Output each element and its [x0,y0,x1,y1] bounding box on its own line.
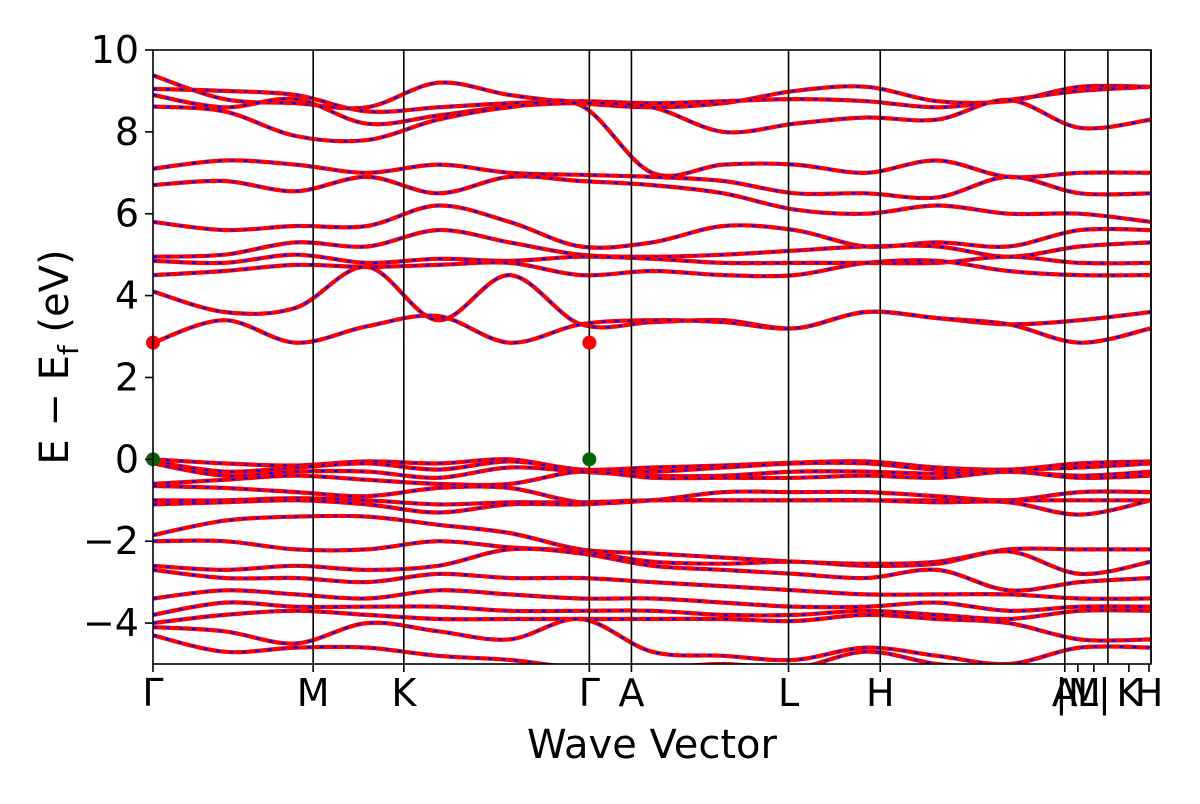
kpoint-label-2: K [391,671,417,715]
band-8-red-line [153,252,1151,266]
band-24-red-line [153,600,1151,622]
kpoint-label-3: Γ [579,671,600,715]
kpoint-label-7: A [1052,671,1078,715]
x-axis-label: Wave Vector [527,722,778,768]
band-11-blue-line [153,310,1151,344]
plot-frame [152,49,1152,665]
y-tick-label-3: 2 [115,355,139,399]
band-2-red-line [153,92,1151,135]
band-21-red-line [153,546,1151,593]
band-edge-marker-1 [582,335,597,350]
band-3-blue-line [153,99,1151,179]
band-20-red-line [153,538,1151,577]
band-22-red-line [153,567,1151,601]
y-tick-label-0: −4 [83,601,139,645]
y-axis-label-subscript: f [52,344,85,355]
y-tick-label-4: 4 [115,274,139,318]
kpoint-label-1: M [297,671,330,715]
band-26-red-line [153,616,1151,664]
y-tick-label-6: 8 [115,110,139,154]
bands-layer [153,73,1151,664]
band-19-blue-line [153,514,1151,565]
band-23-red-line [153,588,1151,613]
band-18-blue-line [153,498,1151,516]
band-27-red-line [153,633,961,664]
y-axis-ticks: −4 −2 0 2 4 6 8 10 [83,28,153,645]
y-tick-label-1: −2 [83,519,139,563]
kpoint-label-5: L [778,671,799,715]
band-11-red-line [153,309,1151,345]
kpoint-label-10: K [1116,671,1142,715]
band-18-red-line [153,497,1151,517]
kpoint-label-6: H [866,671,895,715]
y-tick-label-7: 10 [91,28,139,72]
x-axis-ticks: Γ M K Γ A L H A|ML| KH [142,664,1163,716]
kpoint-label-9: L| [1077,671,1111,716]
y-axis-label-prefix: E − E [32,355,78,465]
band-19-red-line [153,513,1151,566]
y-axis-label: E − Ef (eV) [32,249,85,464]
band-15-red-line [153,469,1151,488]
band-9-red-line [153,258,1151,279]
band-25-red-line [153,608,1151,643]
kpoint-label-11: H [1135,671,1164,715]
y-tick-label-5: 6 [115,192,139,236]
band-25-blue-line [153,609,1151,642]
band-5-blue-line [153,175,1151,223]
band-edge-markers [146,335,597,467]
band-6-blue-line [153,204,1151,249]
y-axis-label-suffix: (eV) [32,249,78,345]
kpoint-label-8: |M [1055,671,1101,716]
band-edge-marker-3 [582,452,597,467]
band-4-red-line [153,158,1151,201]
y-tick-label-2: 0 [115,437,139,481]
kpoint-label-0: Γ [142,671,163,715]
band-20-blue-line [153,539,1151,576]
band-5-red-line [153,174,1151,224]
kpoint-label-4: A [618,671,644,715]
